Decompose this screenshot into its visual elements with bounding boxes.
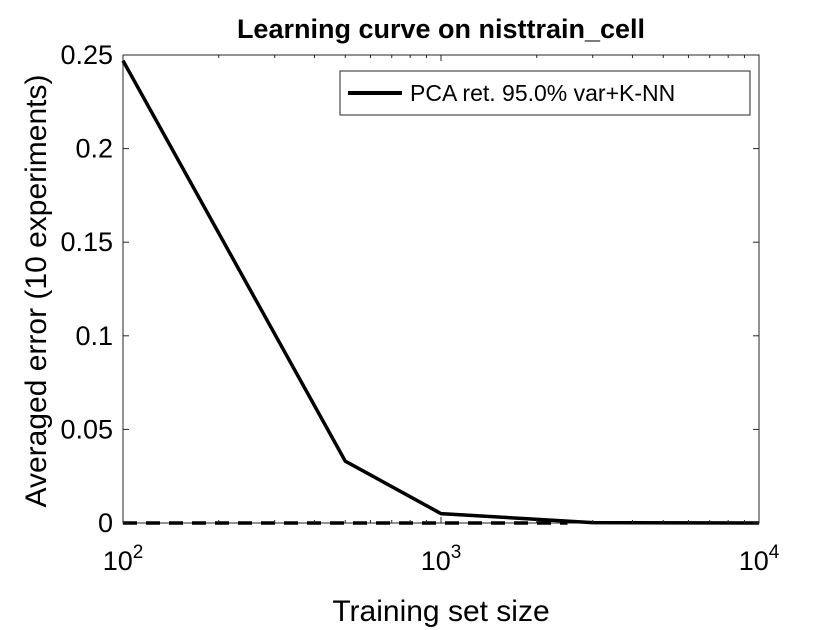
series-line-0 xyxy=(121,59,760,525)
y-axis-label: Averaged error (10 experiments) xyxy=(20,75,53,508)
x-axis-label: Training set size xyxy=(332,595,549,628)
y-tick-label: 0.2 xyxy=(75,134,113,164)
y-tick-label: 0.25 xyxy=(60,40,113,70)
legend: PCA ret. 95.0% var+K-NN xyxy=(339,70,751,116)
x-tick-label: 102 xyxy=(103,542,144,576)
chart-title: Learning curve on nisttrain_cell xyxy=(237,14,645,44)
plot-area xyxy=(122,54,760,524)
ticks-layer: 0 0.05 0.1 0.15 0.2 0.25 102 103 104 xyxy=(60,40,779,576)
series-layer xyxy=(121,59,760,525)
legend-label: PCA ret. 95.0% var+K-NN xyxy=(410,80,675,106)
y-tick-label: 0.1 xyxy=(75,321,113,351)
legend-box xyxy=(339,70,751,116)
x-tick-label: 103 xyxy=(421,542,462,576)
x-tick-label: 104 xyxy=(739,542,780,576)
y-tick-label: 0.15 xyxy=(60,227,113,257)
y-tick-label: 0.05 xyxy=(60,414,113,444)
y-tick-label: 0 xyxy=(98,508,113,538)
